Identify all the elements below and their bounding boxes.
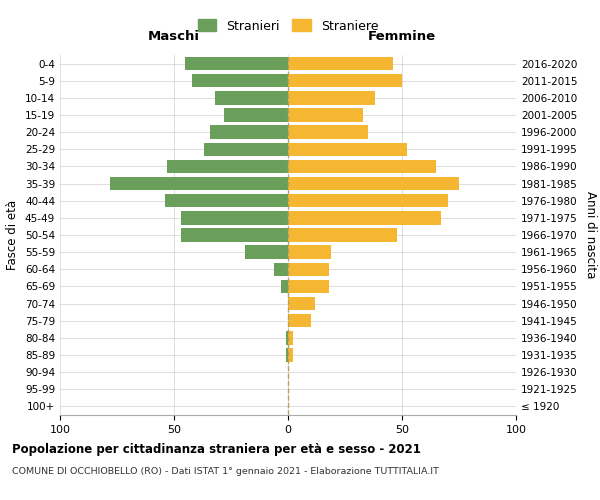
Bar (288, 108, 363, 122)
Bar (110, 177, 288, 190)
Y-axis label: Fasce di età: Fasce di età (7, 200, 19, 270)
Bar (288, 211, 441, 224)
Bar (224, 108, 288, 122)
Bar (288, 91, 374, 104)
Bar (192, 74, 288, 88)
Bar (181, 228, 288, 241)
Bar (281, 280, 288, 293)
Bar (288, 194, 448, 207)
Bar (288, 331, 293, 344)
Bar (288, 228, 397, 241)
Text: Maschi: Maschi (148, 30, 200, 43)
Text: Femmine: Femmine (368, 30, 436, 43)
Bar (274, 262, 288, 276)
Legend: Stranieri, Straniere: Stranieri, Straniere (193, 14, 383, 38)
Bar (211, 126, 288, 139)
Bar (288, 314, 311, 328)
Y-axis label: Anni di nascita: Anni di nascita (584, 192, 597, 278)
Bar (203, 142, 288, 156)
Bar (167, 160, 288, 173)
Bar (288, 126, 368, 139)
Text: Popolazione per cittadinanza straniera per età e sesso - 2021: Popolazione per cittadinanza straniera p… (12, 442, 421, 456)
Bar (181, 211, 288, 224)
Bar (215, 91, 288, 104)
Bar (288, 348, 293, 362)
Bar (288, 142, 407, 156)
Bar (286, 331, 288, 344)
Bar (288, 246, 331, 259)
Bar (288, 57, 393, 70)
Bar (288, 160, 436, 173)
Bar (185, 57, 288, 70)
Bar (288, 297, 316, 310)
Bar (286, 348, 288, 362)
Bar (288, 177, 459, 190)
Bar (245, 246, 288, 259)
Bar (288, 74, 402, 88)
Bar (288, 280, 329, 293)
Bar (288, 262, 329, 276)
Text: COMUNE DI OCCHIOBELLO (RO) - Dati ISTAT 1° gennaio 2021 - Elaborazione TUTTITALI: COMUNE DI OCCHIOBELLO (RO) - Dati ISTAT … (12, 468, 439, 476)
Bar (165, 194, 288, 207)
